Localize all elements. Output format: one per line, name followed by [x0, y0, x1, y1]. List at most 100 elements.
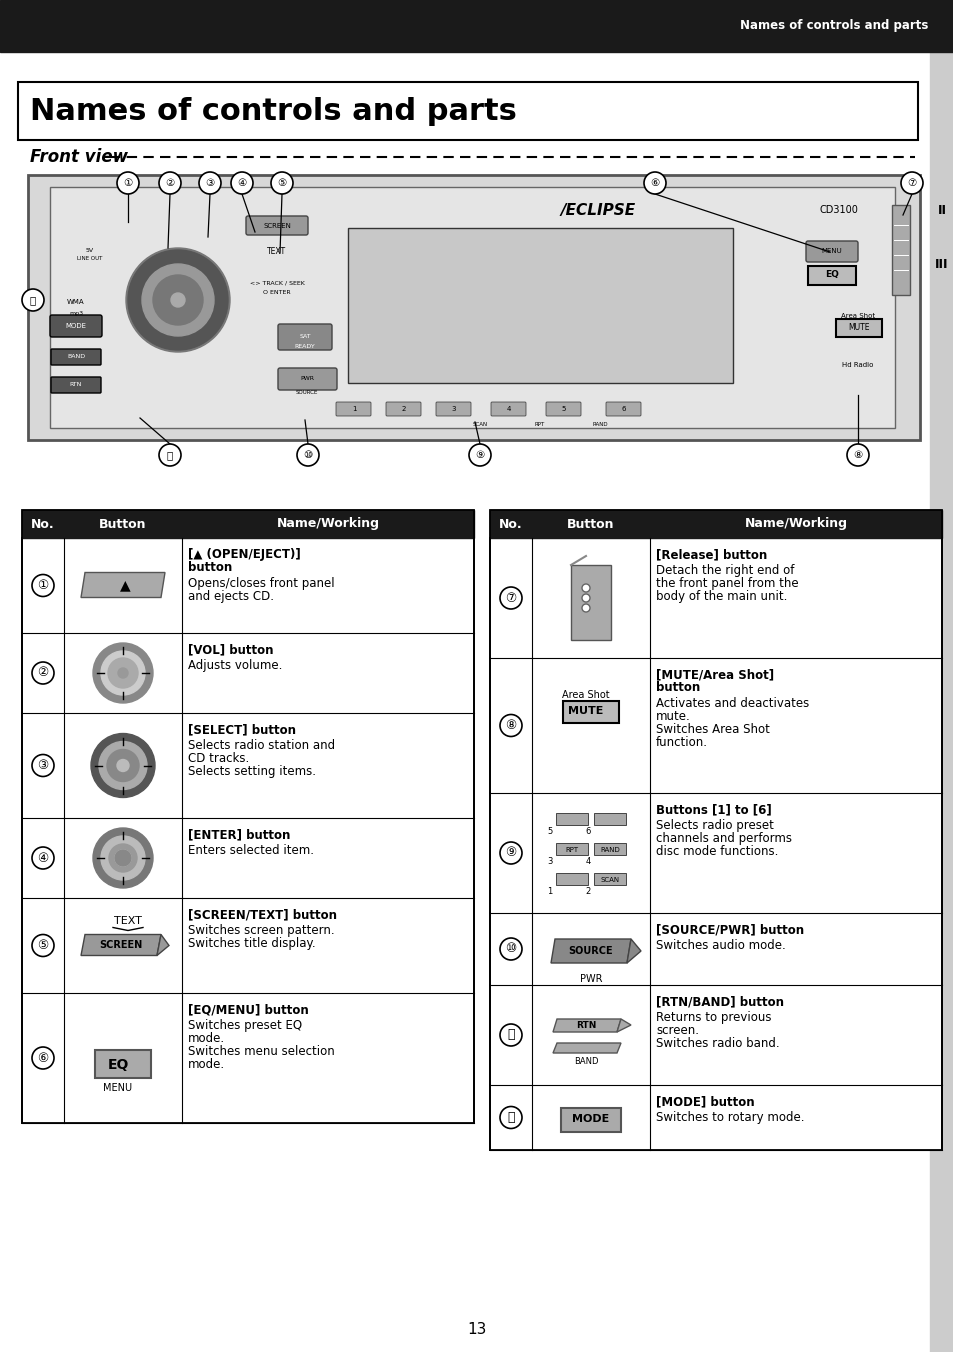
Circle shape	[115, 850, 131, 867]
Circle shape	[581, 604, 589, 612]
Text: mode.: mode.	[188, 1032, 225, 1045]
Text: Names of controls and parts: Names of controls and parts	[739, 19, 927, 32]
Circle shape	[101, 836, 145, 880]
Text: ⑩: ⑩	[505, 942, 517, 956]
Text: SCREEN: SCREEN	[263, 223, 291, 228]
Text: SAT: SAT	[299, 334, 311, 339]
Text: ⑧: ⑧	[505, 719, 517, 731]
Text: [▲ (OPEN/EJECT)]: [▲ (OPEN/EJECT)]	[188, 548, 300, 561]
Text: [SCREEN/TEXT] button: [SCREEN/TEXT] button	[188, 909, 336, 921]
Text: 5V: 5V	[86, 247, 94, 253]
Text: RPT: RPT	[535, 422, 544, 426]
Text: SCREEN: SCREEN	[99, 941, 143, 950]
Text: ⑫: ⑫	[507, 1111, 515, 1124]
Circle shape	[499, 714, 521, 737]
Text: Area Shot: Area Shot	[561, 691, 609, 700]
Polygon shape	[626, 940, 640, 963]
Text: [MODE] button: [MODE] button	[656, 1095, 754, 1109]
Text: 5: 5	[561, 406, 565, 412]
Polygon shape	[157, 934, 169, 956]
Circle shape	[469, 443, 491, 466]
Text: RAND: RAND	[592, 422, 607, 426]
Circle shape	[91, 734, 154, 798]
Text: [SOURCE/PWR] button: [SOURCE/PWR] button	[656, 923, 803, 936]
Text: Switches preset EQ: Switches preset EQ	[188, 1019, 302, 1032]
Text: /ECLIPSE: /ECLIPSE	[559, 203, 635, 218]
Circle shape	[99, 741, 147, 790]
Bar	[22, 818, 474, 898]
Text: WMA: WMA	[67, 299, 85, 306]
Bar	[22, 713, 474, 818]
Text: <> TRACK / SEEK: <> TRACK / SEEK	[250, 280, 304, 285]
Text: MUTE: MUTE	[568, 707, 603, 717]
FancyBboxPatch shape	[246, 216, 308, 235]
Text: RTN: RTN	[576, 1021, 596, 1029]
Bar	[571, 565, 610, 639]
Text: TEXT: TEXT	[267, 247, 286, 257]
Text: 6: 6	[585, 826, 590, 836]
Text: ⑤: ⑤	[37, 940, 49, 952]
Text: ⑨: ⑨	[475, 450, 484, 460]
Text: MODE: MODE	[572, 1114, 609, 1125]
Text: [Release] button: [Release] button	[656, 548, 766, 561]
Text: Enters selected item.: Enters selected item.	[188, 844, 314, 857]
Bar	[50, 187, 894, 429]
Text: mode.: mode.	[188, 1059, 225, 1071]
FancyBboxPatch shape	[51, 349, 101, 365]
Bar	[594, 844, 625, 854]
Circle shape	[32, 934, 54, 956]
Text: ③: ③	[37, 758, 49, 772]
Text: 3: 3	[452, 406, 456, 412]
FancyBboxPatch shape	[805, 241, 857, 262]
Bar	[0, 0, 953, 51]
Circle shape	[296, 443, 318, 466]
Bar	[490, 986, 941, 1086]
Polygon shape	[81, 934, 161, 956]
Circle shape	[92, 644, 152, 703]
Text: channels and performs: channels and performs	[656, 831, 791, 845]
Text: Adjusts volume.: Adjusts volume.	[188, 658, 282, 672]
Text: ⑧: ⑧	[853, 450, 862, 460]
Bar	[348, 228, 732, 383]
Text: Selects setting items.: Selects setting items.	[188, 765, 315, 777]
Text: [ENTER] button: [ENTER] button	[188, 827, 290, 841]
Text: 4: 4	[585, 857, 590, 865]
Text: Switches to rotary mode.: Switches to rotary mode.	[656, 1111, 803, 1124]
Circle shape	[231, 172, 253, 193]
Circle shape	[170, 292, 186, 308]
FancyBboxPatch shape	[545, 402, 580, 416]
Bar	[22, 992, 474, 1124]
Text: Button: Button	[567, 518, 614, 530]
Circle shape	[499, 1023, 521, 1046]
Text: ⑩: ⑩	[303, 450, 313, 460]
Text: BAND: BAND	[573, 1056, 598, 1065]
Circle shape	[118, 668, 128, 677]
Text: Switches Area Shot: Switches Area Shot	[656, 723, 769, 735]
Text: 4: 4	[506, 406, 511, 412]
FancyBboxPatch shape	[277, 368, 336, 389]
Text: SCAN: SCAN	[599, 877, 618, 883]
FancyBboxPatch shape	[50, 315, 102, 337]
Bar	[594, 813, 625, 825]
Text: CD3100: CD3100	[820, 206, 858, 215]
Circle shape	[499, 842, 521, 864]
Text: function.: function.	[656, 735, 707, 749]
Bar	[490, 510, 941, 538]
Text: PWR: PWR	[579, 973, 601, 984]
Text: Area Shot: Area Shot	[840, 314, 874, 319]
Text: Selects radio station and: Selects radio station and	[188, 740, 335, 752]
Bar	[18, 82, 917, 141]
Circle shape	[271, 172, 293, 193]
Bar	[22, 538, 474, 633]
Bar	[490, 538, 941, 658]
Text: Button: Button	[99, 518, 147, 530]
Text: Switches radio band.: Switches radio band.	[656, 1037, 779, 1051]
Bar	[22, 898, 474, 992]
Circle shape	[101, 652, 145, 695]
Text: Switches screen pattern.: Switches screen pattern.	[188, 923, 335, 937]
Text: LINE OUT: LINE OUT	[77, 257, 103, 261]
FancyBboxPatch shape	[605, 402, 640, 416]
Bar	[22, 510, 474, 1124]
Circle shape	[900, 172, 923, 193]
Text: RAND: RAND	[599, 846, 619, 853]
